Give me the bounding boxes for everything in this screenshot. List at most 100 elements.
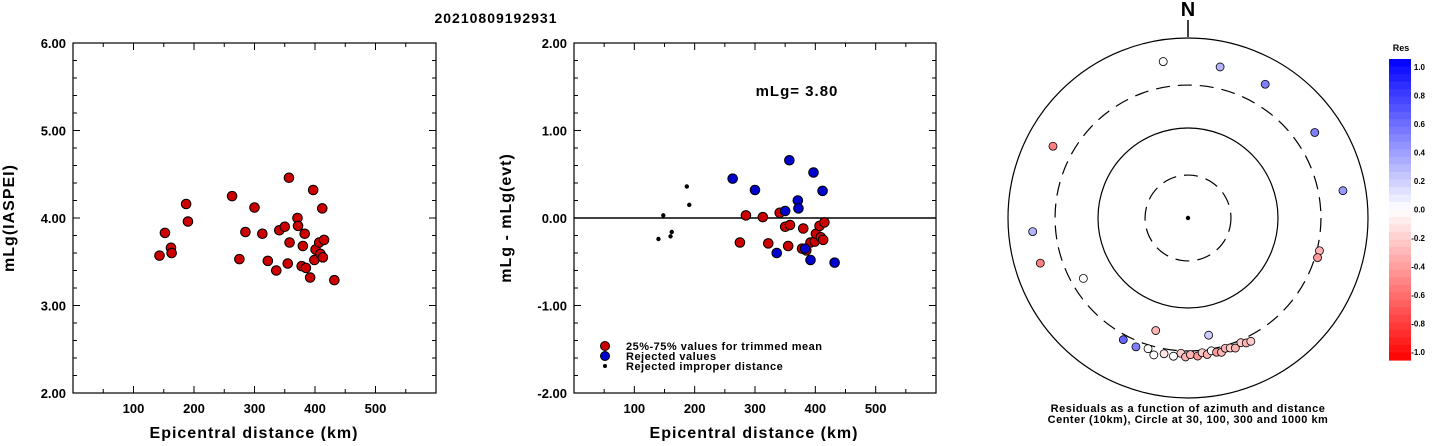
colorbar-label: -0.2 (1411, 234, 1425, 243)
colorbar-swatch (1389, 179, 1411, 188)
colorbar-swatches (1389, 59, 1411, 361)
accepted-point (819, 217, 830, 228)
accepted-point (762, 238, 774, 249)
azimuth-polar-plot: N Residuals as a function of azimuth and… (1007, 0, 1369, 426)
y-tick-label: 3.00 (41, 299, 66, 314)
x-tick-label: 100 (623, 401, 645, 416)
accepted-point (249, 202, 260, 213)
accepted-point (757, 211, 769, 223)
accepted-point (270, 265, 282, 276)
y-tick-label: 0.00 (542, 211, 567, 226)
accepted-point (166, 247, 177, 259)
figure-title: 20210809192931 (434, 10, 557, 26)
colorbar-swatch (1389, 201, 1411, 211)
colorbar-swatch (1389, 269, 1411, 278)
colorbar-swatch (1389, 209, 1411, 218)
colorbar-swatch (1389, 277, 1411, 286)
y-tick-label: 2.00 (542, 36, 567, 51)
rejected-point (799, 243, 811, 254)
station-point (1310, 128, 1320, 137)
improper-point (684, 184, 690, 189)
x-tick-label: 500 (365, 401, 387, 416)
colorbar-swatch (1389, 352, 1411, 361)
colorbar-label: -0.4 (1411, 263, 1425, 272)
accepted-point (740, 210, 752, 221)
colorbar-label: 0.8 (1414, 92, 1426, 101)
colorbar-swatch (1389, 224, 1411, 233)
x-tick-labels: 100 200 300 400 500 (123, 401, 387, 416)
accepted-point (283, 172, 295, 184)
rejected-point (727, 173, 738, 184)
accepted-point (317, 252, 329, 263)
colorbar-swatch (1389, 171, 1411, 180)
colorbar-swatch (1389, 217, 1411, 226)
colorbar-swatch (1389, 66, 1411, 75)
rejected-point (829, 257, 840, 268)
x-tick-label: 300 (744, 401, 766, 416)
accepted-point (782, 240, 794, 252)
colorbar-swatch (1389, 262, 1411, 271)
station-point (1028, 227, 1038, 236)
colorbar-swatch (1389, 149, 1411, 158)
colorbar-label: -0.8 (1411, 320, 1425, 329)
legend-marker-rejected (600, 351, 610, 361)
colorbar-swatch (1389, 292, 1411, 301)
accepted-point (240, 226, 251, 238)
accepted-point (292, 220, 304, 232)
x-tick-label: 200 (183, 401, 205, 416)
station-point (1159, 349, 1169, 359)
legend: 25%-75% values for trimmed mean Rejected… (600, 341, 822, 373)
colorbar-swatch (1389, 322, 1411, 331)
accepted-point (262, 255, 274, 267)
y-tick-label: 6.00 (41, 36, 66, 51)
colorbar-swatch (1389, 186, 1411, 196)
rejected-point (805, 254, 816, 266)
station-point (1078, 274, 1088, 283)
accepted-point (182, 216, 194, 227)
colorbar-swatch (1389, 81, 1411, 90)
station-point (1143, 344, 1153, 354)
rejected-point (749, 184, 761, 196)
colorbar-label: -0.6 (1411, 291, 1425, 300)
colorbar-swatch (1389, 104, 1411, 113)
station-points (1028, 57, 1348, 362)
x-axis-label: Epicentral distance (km) (650, 425, 859, 441)
accepted-point (329, 274, 340, 286)
accepted-point (307, 184, 319, 196)
rejected-point (779, 205, 791, 217)
colorbar-swatch (1389, 134, 1411, 143)
rejected-point (817, 185, 828, 197)
accepted-point (304, 272, 316, 283)
accepted-point (784, 219, 796, 231)
y-tick-label: 5.00 (41, 124, 66, 139)
colorbar-swatch (1389, 194, 1411, 203)
station-point (1215, 62, 1225, 72)
data-points (154, 172, 340, 286)
x-axis-label: Epicentral distance (km) (150, 425, 359, 441)
accepted-point (316, 203, 328, 214)
station-point (1338, 186, 1348, 196)
caption-line-2: Center (10km), Circle at 30, 100, 300 an… (1048, 414, 1329, 426)
ring-1000km (1007, 37, 1369, 399)
colorbar-swatch (1389, 314, 1411, 323)
y-axis-label: mLg(IASPEI) (1, 164, 18, 272)
colorbar-swatch (1389, 59, 1411, 68)
magnitude-annotation: mLg= 3.80 (756, 83, 839, 100)
accepted-point (154, 250, 165, 261)
improper-point (656, 236, 661, 242)
colorbar-label: 1.0 (1414, 63, 1426, 72)
colorbar-swatch (1389, 254, 1411, 263)
colorbar-labels: 1.0 0.8 0.6 0.4 0.2 0.0 -0.2 -0.4 -0.6 -0.8 -1.0 (1411, 63, 1425, 357)
station-point (1204, 330, 1214, 340)
y-tick-label: 4.00 (41, 211, 66, 226)
colorbar-label: 0.4 (1414, 149, 1426, 158)
colorbar-swatch (1389, 126, 1411, 135)
improper-point (687, 202, 692, 208)
station-point (1230, 343, 1240, 353)
colorbar-swatch (1389, 89, 1411, 98)
improper-point (669, 229, 674, 235)
colorbar-swatch (1389, 239, 1411, 248)
x-tick-label: 300 (244, 401, 266, 416)
legend-label-accepted: 25%-75% values for trimmed mean (626, 341, 822, 353)
colorbar-swatch (1389, 96, 1411, 105)
